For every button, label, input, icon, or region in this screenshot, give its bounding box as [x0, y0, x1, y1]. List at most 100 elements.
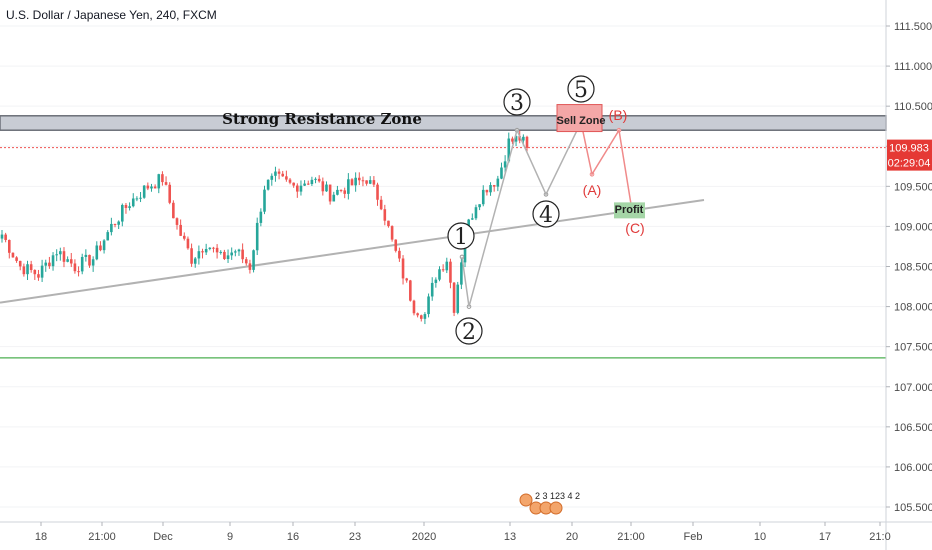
candle-body — [18, 260, 22, 267]
candle-body — [383, 209, 387, 221]
x-tick-label: 13 — [504, 531, 516, 543]
y-tick-label: 109.000 — [894, 221, 932, 233]
wave-4-label: 4 — [539, 203, 553, 228]
candle-body — [11, 252, 15, 258]
candle-body — [106, 232, 110, 241]
candle-body — [248, 263, 252, 270]
resistance-zone[interactable] — [0, 115, 887, 131]
candle-body — [285, 176, 288, 180]
candle-body — [303, 183, 306, 186]
candle-body — [456, 284, 460, 313]
candle-body — [503, 161, 507, 168]
candle-body — [15, 257, 18, 261]
candle-body — [223, 251, 226, 260]
candle-body — [204, 248, 208, 253]
candle-body — [277, 171, 281, 174]
y-tick-label: 107.000 — [894, 382, 932, 394]
candle-body — [80, 256, 84, 272]
candle-body — [445, 261, 449, 271]
candle-body — [485, 189, 489, 193]
candle-body — [128, 206, 131, 208]
candle-body — [135, 198, 139, 200]
candle-body — [241, 249, 244, 260]
candle-body — [481, 189, 485, 205]
sell-zone-label: Sell Zone — [557, 115, 606, 127]
candle-body — [212, 247, 215, 249]
corrective-projection-path[interactable] — [580, 122, 633, 211]
candle-body — [121, 204, 124, 222]
candle-body — [511, 138, 514, 142]
economic-events[interactable]: 2 3 123 4 2 — [519, 491, 580, 515]
candle-body — [234, 251, 237, 253]
event-flag-icon[interactable] — [549, 501, 563, 515]
candle-body — [182, 235, 186, 239]
price-axis[interactable]: 111.500111.000110.500110.000109.500109.0… — [886, 21, 932, 514]
candle-body — [219, 251, 223, 253]
candle-body — [438, 269, 441, 280]
x-tick-label: 23 — [349, 531, 361, 543]
wave-2-label: 2 — [462, 320, 476, 345]
candle-body — [492, 185, 496, 187]
candle-body — [33, 270, 37, 275]
candle-body — [441, 269, 445, 271]
x-tick-label: 21:0 — [869, 531, 890, 543]
candle-body — [110, 223, 113, 233]
x-tick-label: 16 — [287, 531, 299, 543]
candle-body — [255, 222, 259, 251]
plot-area[interactable] — [0, 0, 886, 522]
candle-body — [328, 184, 332, 202]
candle-body — [102, 240, 106, 251]
candle-body — [168, 184, 172, 203]
event-flag-icon[interactable] — [519, 493, 533, 507]
x-tick-label: 21:00 — [617, 531, 645, 543]
candle-body — [263, 189, 266, 212]
candle-body — [164, 182, 168, 185]
candle-body — [372, 180, 376, 185]
candle-body — [518, 136, 522, 141]
candle-body — [237, 249, 241, 252]
y-tick-label: 111.500 — [894, 21, 932, 33]
wave-1-circle — [447, 222, 475, 250]
profit-label: Profit — [615, 204, 644, 216]
profit-zone-box[interactable] — [614, 202, 645, 219]
candle-body — [471, 218, 474, 220]
y-tick-label: 105.500 — [894, 502, 932, 514]
wave-3-circle — [503, 88, 531, 116]
candle-body — [73, 263, 77, 272]
candle-body — [99, 245, 102, 251]
candle-body — [449, 261, 452, 283]
candle-body — [197, 251, 201, 259]
candle-body — [59, 251, 62, 255]
x-tick-label: 17 — [819, 531, 831, 543]
candle-body — [347, 179, 350, 194]
corrective-labels: (A) (B) (C) — [583, 107, 645, 236]
event-counts: 2 3 123 4 2 — [535, 491, 580, 501]
candle-body — [325, 184, 328, 192]
y-tick-label: 108.500 — [894, 262, 932, 274]
candle-body — [350, 179, 354, 186]
candle-body — [4, 234, 7, 240]
candle-body — [288, 179, 292, 183]
candle-body — [376, 184, 379, 200]
candle-body — [51, 255, 55, 267]
candle-body — [95, 245, 99, 260]
candle-body — [292, 182, 295, 186]
time-axis[interactable]: 18 21:00 Dec 9 16 23 2020 13 20 21:00 Feb 10 17 21:0 — [35, 522, 891, 543]
candle-body — [131, 198, 135, 207]
candle-body — [474, 207, 478, 219]
wave-projection-path[interactable] — [461, 121, 582, 307]
candle-body — [215, 247, 219, 253]
candle-body — [252, 250, 255, 270]
candle-body — [336, 189, 339, 195]
sell-zone-box[interactable] — [556, 104, 603, 133]
candle-body — [274, 171, 277, 176]
last-price-badge — [887, 139, 932, 171]
trendline[interactable] — [0, 198, 705, 304]
candle-body — [88, 254, 91, 266]
candle-body — [321, 181, 325, 192]
x-tick-label: Feb — [684, 531, 703, 543]
candle-body — [314, 178, 317, 180]
candle-body — [357, 177, 361, 181]
candle-body — [434, 279, 438, 283]
